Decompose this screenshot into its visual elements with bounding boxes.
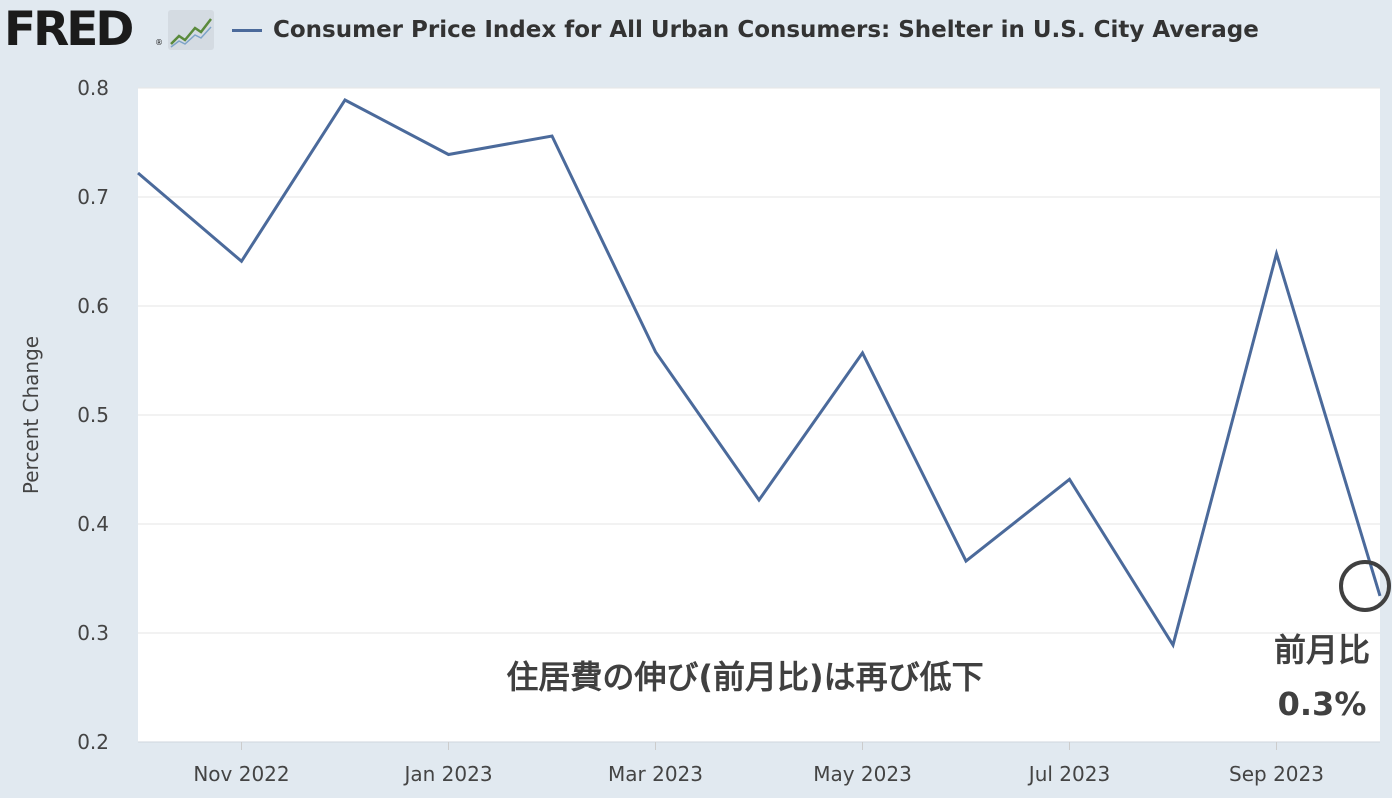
y-tick-label: 0.5 (77, 403, 109, 427)
chart-header: FRED ® Consumer Price Index for All Urba… (0, 0, 1392, 62)
x-tick-label: May 2023 (813, 762, 912, 786)
data-point[interactable] (1064, 473, 1076, 485)
y-tick-label: 0.2 (77, 730, 109, 754)
x-tick-label: Jan 2023 (402, 762, 492, 786)
y-axis-label: Percent Change (19, 336, 43, 494)
registered-mark: ® (155, 38, 163, 47)
x-tick-label: Sep 2023 (1229, 762, 1324, 786)
data-point[interactable] (339, 94, 351, 106)
y-tick-label: 0.3 (77, 621, 109, 645)
series-group (132, 94, 1382, 651)
data-point[interactable] (960, 555, 972, 567)
annotation-main-text: 住居費の伸び(前月比)は再び低下 (506, 658, 983, 696)
data-point[interactable] (1271, 248, 1283, 260)
data-point[interactable] (650, 346, 662, 358)
annotation-callout-label: 前月比 (1274, 631, 1370, 669)
legend-swatch (232, 29, 262, 32)
y-tick-label: 0.4 (77, 512, 109, 536)
annotation-circle (1339, 560, 1391, 612)
x-axis-ticks: Nov 2022 Jan 2023 Mar 2023 May 2023 Jul 2023… (193, 742, 1324, 786)
series-line[interactable] (137, 98, 1382, 649)
y-tick-label: 0.7 (77, 185, 109, 209)
y-axis-ticks: 0.2 0.3 0.4 0.5 0.6 0.7 0.8 (77, 76, 109, 754)
x-tick-label: Mar 2023 (608, 762, 703, 786)
line-graph-icon (168, 10, 214, 50)
data-point[interactable] (1167, 639, 1179, 651)
data-point[interactable] (546, 130, 558, 142)
data-point[interactable] (753, 494, 765, 506)
data-point[interactable] (443, 148, 455, 160)
y-tick-label: 0.8 (77, 76, 109, 100)
data-point[interactable] (132, 167, 144, 179)
fred-logo[interactable]: FRED (4, 2, 134, 57)
y-tick-label: 0.6 (77, 294, 109, 318)
x-tick-label: Jul 2023 (1027, 762, 1110, 786)
annotation-callout-value: 0.3% (1278, 685, 1367, 723)
gridlines (138, 87, 1380, 743)
data-point[interactable] (236, 255, 248, 267)
series-title: Consumer Price Index for All Urban Consu… (273, 17, 1259, 43)
data-point[interactable] (857, 347, 869, 359)
x-tick-label: Nov 2022 (193, 762, 289, 786)
